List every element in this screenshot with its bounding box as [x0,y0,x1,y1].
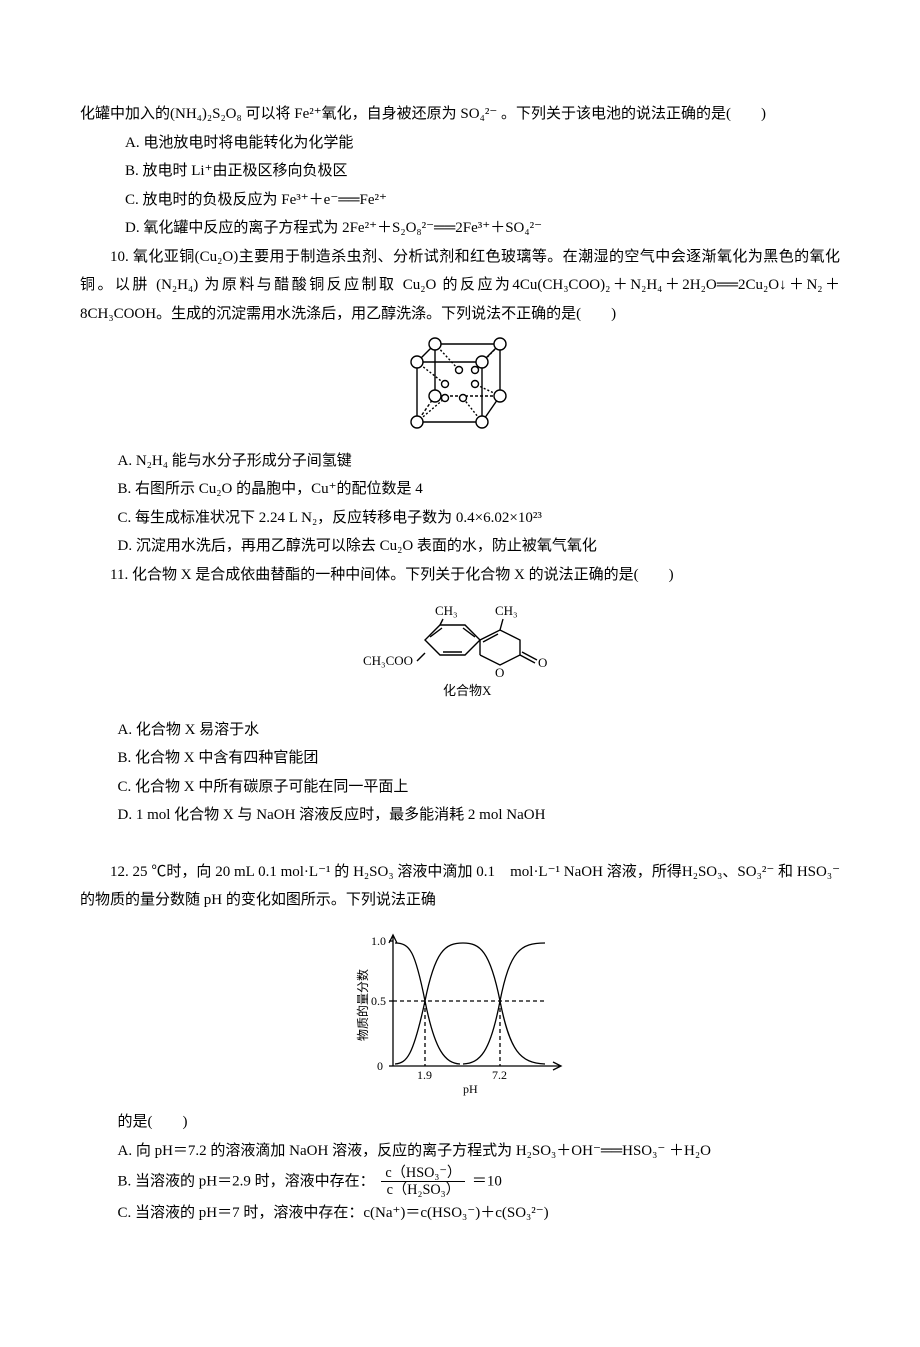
ytick-05: 0.5 [371,994,386,1008]
xtick-72: 7.2 [492,1068,507,1082]
q10-option-b: B. 右图所示 Cu₂O 的晶胞中，Cu⁺的配位数是 4 [80,475,840,504]
q11-label-o-ring: O [495,665,504,680]
q9-option-a: A. 电池放电时将电能转化为化学能 [80,129,840,158]
q9-option-d: D. 氧化罐中反应的离子方程式为 2Fe²⁺＋S₂O₈²⁻══2Fe³⁺＋SO₄… [80,214,840,243]
q11-figure: CH₃ CH₃ CH₃COO O O 化合物X [80,595,840,714]
q11-label-ch3-left: CH₃ [435,603,458,618]
q11-option-d: D. 1 mol 化合物 X 与 NaOH 溶液反应时，最多能消耗 2 mol … [80,801,840,830]
q12-b-num: c（HSO₃⁻） [381,1165,465,1182]
ytick-10: 1.0 [371,934,386,948]
q12-option-b: B. 当溶液的 pH＝2.9 时，溶液中存在： c（HSO₃⁻） c（H₂SO₃… [80,1165,840,1199]
q12-option-a: A. 向 pH＝7.2 的溶液滴加 NaOH 溶液，反应的离子方程式为 H₂SO… [80,1137,840,1166]
q12-b-fraction: c（HSO₃⁻） c（H₂SO₃） [381,1165,465,1199]
q10-option-d: D. 沉淀用水洗后，再用乙醇洗可以除去 Cu₂O 表面的水，防止被氧气氧化 [80,532,840,561]
page: 化罐中加入的(NH₄)₂S₂O₈ 可以将 Fe²⁺氧化，自身被还原为 SO₄²⁻… [0,0,920,1347]
q9-option-b: B. 放电时 Li⁺由正极区移向负极区 [80,157,840,186]
q11-lead: 11. 化合物 X 是合成依曲替酯的一种中间体。下列关于化合物 X 的说法正确的… [80,561,840,590]
q11-option-c: C. 化合物 X 中所有碳原子可能在同一平面上 [80,773,840,802]
q9-lead: 化罐中加入的(NH₄)₂S₂O₈ 可以将 Fe²⁺氧化，自身被还原为 SO₄²⁻… [80,100,840,129]
xtick-19: 1.9 [417,1068,432,1082]
q11-option-b: B. 化合物 X 中含有四种官能团 [80,744,840,773]
q12-b-post: ＝10 [472,1173,502,1189]
q12-chart: 0 0.5 1.0 1.9 7.2 pH 物质的量分数 [80,921,840,1107]
q10-figure [80,334,840,445]
q10-option-a: A. N₂H₄ 能与水分子形成分子间氢键 [80,447,840,476]
q11-label-ch3-right: CH₃ [495,603,518,618]
q12-tail: 的是( ) [80,1108,840,1137]
q12-option-c: C. 当溶液的 pH＝7 时，溶液中存在：c(Na⁺)＝c(HSO₃⁻)＋c(S… [80,1199,840,1228]
q11-label-o-carbonyl: O [538,655,547,670]
q12-lead: 12. 25 ℃时，向 20 mL 0.1 mol·L⁻¹ 的 H₂SO₃ 溶液… [80,858,840,915]
q11-label-ch3coo: CH₃COO [363,653,413,668]
ytick-0: 0 [377,1059,383,1073]
q11-caption: 化合物X [443,683,492,698]
q10-option-c: C. 每生成标准状况下 2.24 L N₂，反应转移电子数为 0.4×6.02×… [80,504,840,533]
ylabel: 物质的量分数 [355,968,370,1040]
q12-b-den: c（H₂SO₃） [381,1182,465,1198]
q12-b-pre: B. 当溶液的 pH＝2.9 时，溶液中存在： [118,1173,375,1189]
q10-lead: 10. 氧化亚铜(Cu₂O)主要用于制造杀虫剂、分析试剂和红色玻璃等。在潮湿的空… [80,243,840,329]
q9-option-c: C. 放电时的负极反应为 Fe³⁺＋e⁻══Fe²⁺ [80,186,840,215]
xlabel: pH [463,1082,478,1096]
q11-option-a: A. 化合物 X 易溶于水 [80,716,840,745]
